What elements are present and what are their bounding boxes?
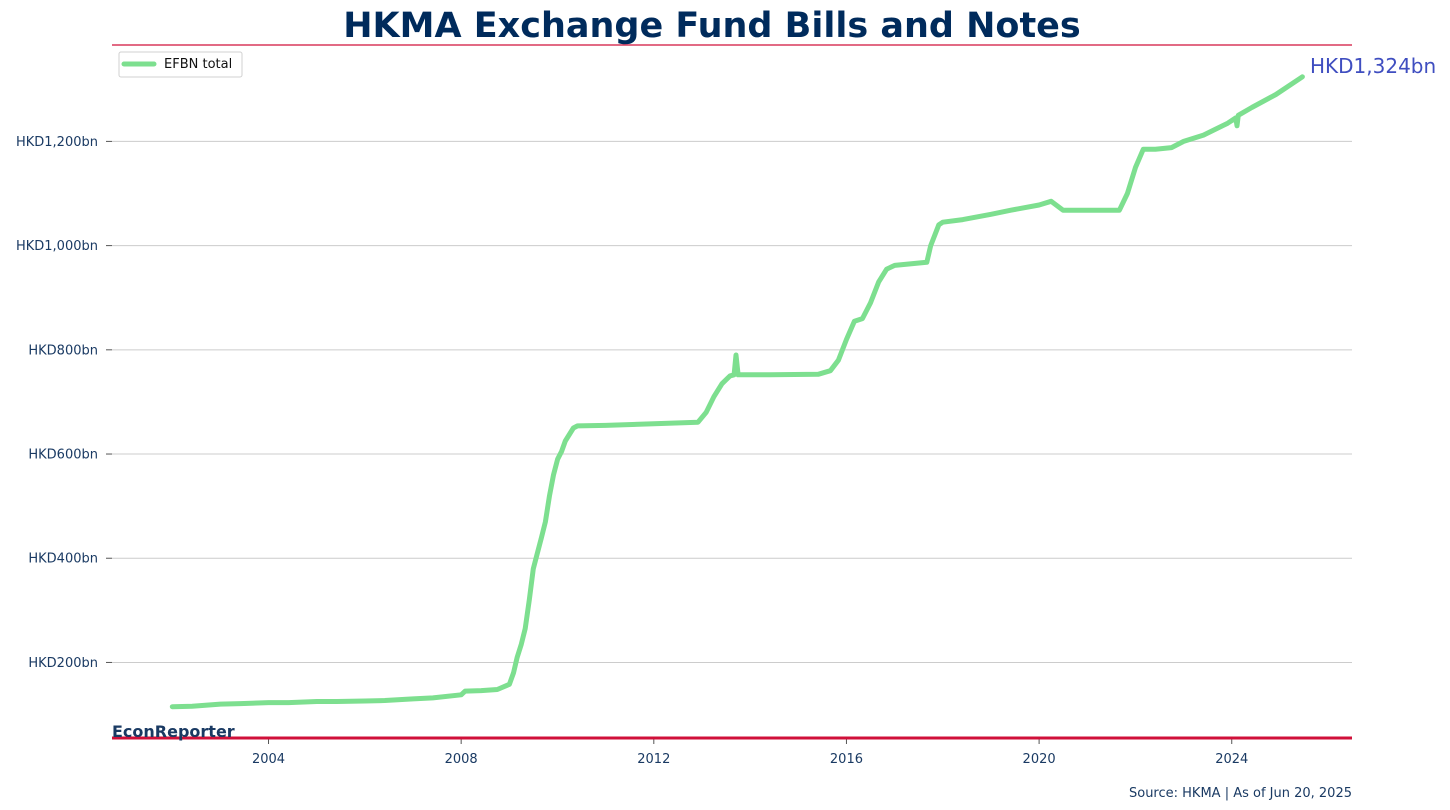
x-axis: 2004 2008 2012 2016 2020 2024 (252, 739, 1248, 767)
x-tick-label: 2008 (445, 752, 478, 767)
x-tick-label: 2012 (637, 752, 670, 767)
series-line-efbn-total (169, 74, 1305, 710)
brand-label: EconReporter (112, 722, 235, 741)
y-tick-label: HKD600bn (28, 448, 98, 463)
x-tick-label: 2004 (252, 752, 285, 767)
legend: EFBN total (118, 51, 243, 78)
last-value-label: HKD1,324bn (1310, 54, 1436, 78)
grid (112, 140, 1352, 663)
x-tick-label: 2024 (1215, 752, 1248, 767)
y-tick-label: HKD1,200bn (16, 135, 98, 150)
y-tick-label: HKD400bn (28, 552, 98, 567)
chart-title: HKMA Exchange Fund Bills and Notes (343, 6, 1081, 46)
y-axis: HKD200bn HKD400bn HKD600bn HKD800bn HKD1,000… (16, 135, 112, 671)
legend-box (118, 51, 243, 78)
y-tick-label: HKD800bn (28, 343, 98, 358)
x-tick-label: 2016 (830, 752, 863, 767)
source-note: Source: HKMA | As of Jun 20, 2025 (1129, 786, 1352, 801)
legend-entry-efbn-total: EFBN total (164, 57, 232, 72)
x-tick-label: 2020 (1023, 752, 1056, 767)
y-tick-label: HKD1,000bn (16, 239, 98, 254)
y-tick-label: HKD200bn (28, 656, 98, 671)
